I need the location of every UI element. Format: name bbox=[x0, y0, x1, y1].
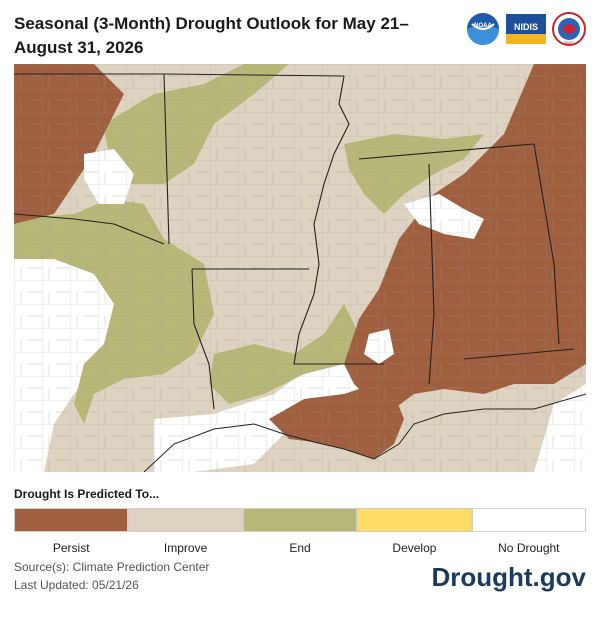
legend-item-improve: Improve bbox=[128, 508, 243, 555]
drought-outlook-map bbox=[14, 64, 586, 472]
legend-label-improve: Improve bbox=[163, 541, 208, 555]
border-texas-oklahoma bbox=[14, 213, 165, 245]
legend: Persist Improve End Develop No Drought bbox=[14, 508, 587, 555]
noaa-logo[interactable]: NOAA bbox=[466, 12, 500, 46]
legend-item-persist: Persist bbox=[14, 508, 129, 555]
source-text: Source(s): Climate Prediction Center bbox=[14, 560, 210, 574]
legend-swatch-no-drought bbox=[471, 508, 587, 532]
state-borders bbox=[14, 73, 575, 410]
legend-swatch-develop bbox=[357, 508, 472, 532]
legend-label-no-drought: No Drought bbox=[498, 541, 560, 555]
last-updated-text: Last Updated: 05/21/26 bbox=[14, 578, 139, 592]
legend-label-persist: Persist bbox=[52, 541, 90, 555]
source-info: Source(s): Climate Prediction Center Las… bbox=[14, 558, 209, 594]
noaa-logo-text: NOAA bbox=[474, 23, 492, 29]
nidis-logo[interactable]: NIDIS bbox=[506, 12, 546, 46]
border-alabama-georgia bbox=[533, 143, 560, 345]
nidis-logo-text: NIDIS bbox=[514, 22, 538, 32]
legend-label-end: End bbox=[289, 541, 311, 555]
drought-gov-brand[interactable]: Drought.gov bbox=[431, 562, 586, 592]
legend-item-develop: Develop bbox=[357, 508, 472, 555]
border-mississippi-alabama bbox=[428, 163, 435, 385]
legend-swatch-improve bbox=[128, 508, 243, 532]
legend-item-end: End bbox=[242, 508, 358, 555]
page-title: Seasonal (3-Month) Drought Outlook for M… bbox=[14, 14, 409, 57]
border-mississippi-river bbox=[293, 75, 384, 365]
nws-logo-text: NWS bbox=[564, 40, 574, 45]
nws-logo[interactable]: NWS bbox=[552, 12, 586, 46]
border-texas-louisiana bbox=[191, 268, 215, 410]
partner-logos: NOAA NIDIS NWS bbox=[466, 12, 586, 46]
border-tennessee-south bbox=[358, 143, 535, 160]
border-arkansas-north bbox=[163, 73, 345, 77]
legend-swatch-end bbox=[242, 508, 358, 532]
legend-title: Drought Is Predicted To... bbox=[14, 487, 160, 501]
border-florida-north bbox=[463, 348, 575, 360]
legend-item-no-drought: No Drought bbox=[471, 508, 587, 555]
legend-swatch-persist bbox=[14, 508, 129, 532]
county-grid bbox=[14, 64, 586, 472]
gulf-coastline bbox=[143, 393, 586, 472]
legend-label-develop: Develop bbox=[392, 541, 437, 555]
